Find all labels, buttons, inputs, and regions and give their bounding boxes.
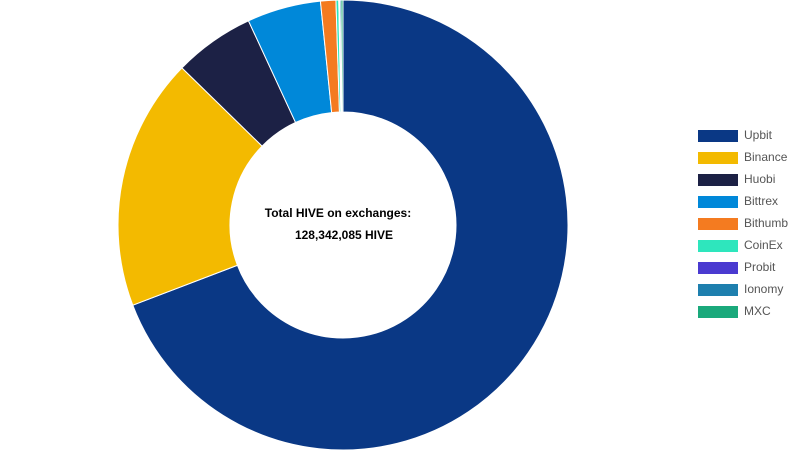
legend: Upbit Binance Huobi Bittrex Bithumb CoinEx Pro… <box>698 128 788 318</box>
slice <box>117 67 263 306</box>
legend-swatch <box>698 284 738 296</box>
slice <box>340 0 344 113</box>
center-title: Total HIVE on exchanges: <box>265 206 411 220</box>
center-value: 128,342,085 HIVE <box>295 228 393 242</box>
legend-swatch <box>698 240 738 252</box>
legend-swatch <box>698 152 738 164</box>
legend-label: Bittrex <box>744 194 778 208</box>
legend-label: CoinEx <box>744 238 783 252</box>
legend-label: Ionomy <box>744 282 783 296</box>
legend-swatch <box>698 196 738 208</box>
legend-label: MXC <box>744 304 771 318</box>
legend-label: Probit <box>744 260 776 274</box>
legend-swatch <box>698 306 738 318</box>
legend-label: Bithumb <box>744 216 788 230</box>
legend-swatch <box>698 262 738 274</box>
legend-label: Huobi <box>744 172 775 186</box>
legend-label: Binance <box>744 150 788 164</box>
donut <box>117 0 569 450</box>
slice <box>132 0 569 450</box>
legend-swatch <box>698 174 738 186</box>
legend-swatch <box>698 218 738 230</box>
legend-label: Upbit <box>744 128 773 142</box>
legend-swatch <box>698 130 738 142</box>
